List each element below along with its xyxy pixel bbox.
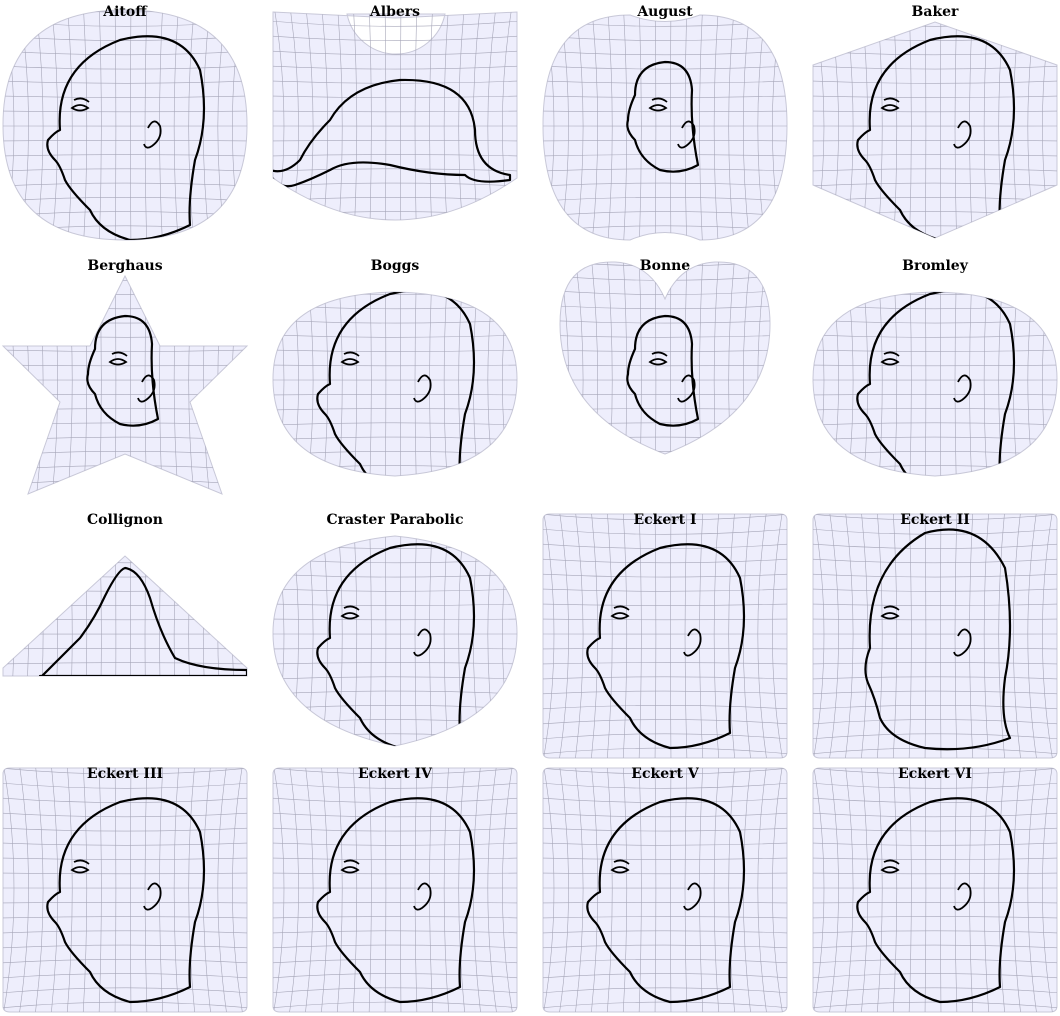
projection-title: Bromley (902, 258, 968, 274)
projection-panel: Eckert VI (810, 762, 1060, 1016)
projection-graticule-map (542, 14, 788, 241)
head-profile-drawing-icon (626, 314, 700, 427)
projection-title: Eckert III (86, 766, 164, 782)
projection-graticule-map (812, 767, 1058, 1013)
projection-title: Aitoff (103, 4, 147, 20)
projection-panel: Baker (810, 0, 1060, 254)
projection-panel: Berghaus (0, 254, 250, 508)
head-profile-drawing-icon (586, 543, 746, 750)
projection-title: Eckert VI (898, 766, 972, 782)
projection-panel: Albers (270, 0, 520, 254)
eye-icon (648, 97, 668, 112)
projection-graticule-map (542, 513, 788, 759)
projection-title: Craster Parabolic (326, 512, 464, 528)
projection-title: Boggs (370, 258, 420, 274)
projection-graticule-map (812, 21, 1058, 239)
projection-panel: Bromley (810, 254, 1060, 508)
eye-icon (610, 859, 630, 874)
projection-title: Eckert II (900, 512, 970, 528)
projection-title: Bonne (639, 258, 691, 274)
projection-panel: Aitoff (0, 0, 250, 254)
eye-icon (340, 859, 360, 874)
eye-icon (648, 351, 668, 366)
eye-icon (880, 605, 900, 620)
projection-title: August (637, 4, 693, 20)
eye-icon (108, 351, 128, 366)
eye-icon (340, 351, 360, 366)
ear-icon (683, 628, 702, 657)
projection-graticule-map (559, 261, 771, 455)
projection-panel: Eckert V (540, 762, 790, 1016)
projection-panel: August (540, 0, 790, 254)
projection-graticule-map (1, 274, 249, 495)
projection-graticule-map (812, 513, 1058, 759)
head-profile-drawing-icon (273, 78, 512, 188)
head-profile-drawing-icon (86, 314, 160, 427)
projection-title: Collignon (87, 512, 163, 528)
projection-panel: Collignon (0, 508, 250, 762)
head-profile-drawing-icon (864, 528, 1012, 751)
ear-icon (413, 374, 432, 403)
eye-icon (70, 859, 90, 874)
projection-title: Berghaus (87, 258, 163, 274)
head-profile-drawing-icon (316, 292, 476, 476)
projection-title: Eckert V (631, 766, 699, 782)
ear-icon (953, 628, 972, 657)
projection-graticule-map (272, 291, 518, 477)
projection-title: Eckert IV (358, 766, 432, 782)
projection-graticule-map (272, 11, 518, 221)
eye-icon (70, 97, 90, 112)
head-profile-drawing-icon (38, 566, 247, 676)
ear-icon (677, 374, 696, 403)
ear-icon (677, 120, 696, 149)
projection-panel: Boggs (270, 254, 520, 508)
eye-icon (880, 859, 900, 874)
projection-panel: Craster Parabolic (270, 508, 520, 762)
projection-graticule-map (2, 767, 248, 1013)
graticule-lines (543, 514, 787, 758)
projection-panel: Eckert I (540, 508, 790, 762)
head-profile-drawing-icon (856, 292, 1016, 476)
projection-graticule-map (272, 535, 518, 747)
projection-panel: Eckert II (810, 508, 1060, 762)
eye-icon (610, 605, 630, 620)
graticule-lines (273, 292, 517, 476)
graticule-lines (543, 15, 787, 240)
projection-title: Albers (369, 4, 421, 20)
ear-icon (953, 120, 972, 149)
projection-panel: Bonne (540, 254, 790, 508)
projection-panel: Eckert IV (270, 762, 520, 1016)
eye-icon (880, 351, 900, 366)
projection-panel: Eckert III (0, 762, 250, 1016)
projection-graticule-map (812, 291, 1058, 477)
ear-icon (137, 374, 156, 403)
head-profile-drawing-icon (46, 35, 206, 240)
projection-title: Eckert I (633, 512, 697, 528)
projection-graticule-map (272, 767, 518, 1013)
projection-graticule-map (2, 9, 248, 241)
ear-icon (953, 374, 972, 403)
projection-graticule-map (542, 767, 788, 1013)
eye-icon (340, 605, 360, 620)
head-profile-drawing-icon (626, 60, 700, 173)
ear-icon (143, 120, 162, 149)
ear-icon (413, 628, 432, 657)
projection-title: Baker (911, 4, 959, 20)
projection-graticule-map (2, 555, 248, 677)
eye-icon (880, 97, 900, 112)
